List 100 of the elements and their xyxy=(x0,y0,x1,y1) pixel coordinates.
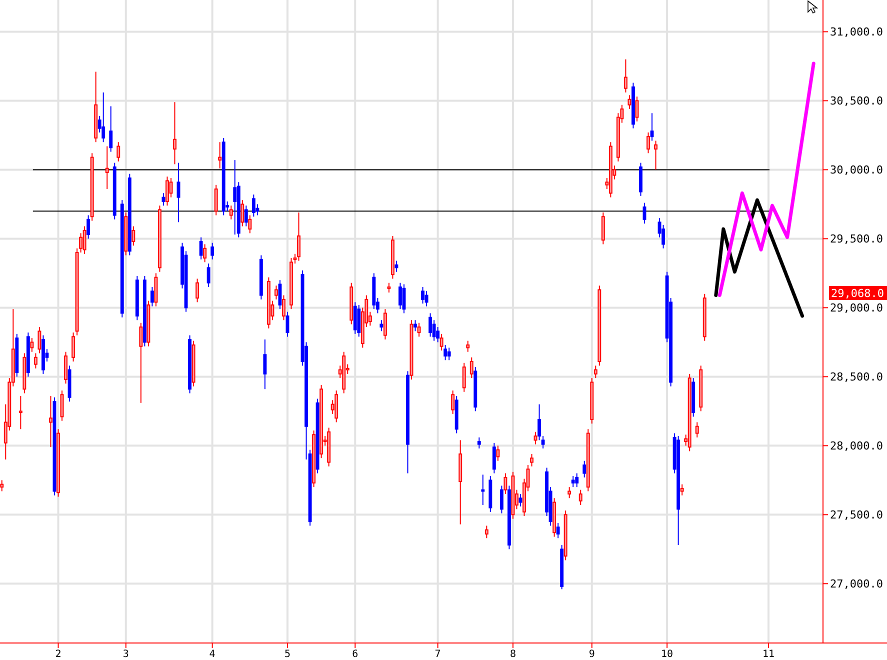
candlestick xyxy=(635,96,639,122)
candlestick xyxy=(650,112,654,142)
candlestick xyxy=(500,485,504,514)
candlestick xyxy=(492,442,496,474)
y-tick-label: 28,500.0 xyxy=(830,370,883,384)
candlestick xyxy=(233,160,237,236)
candlestick xyxy=(447,347,451,361)
candlestick xyxy=(398,282,402,310)
candlestick xyxy=(218,142,222,169)
y-tick-label: 30,000.0 xyxy=(830,164,883,177)
candlestick xyxy=(278,280,282,310)
y-tick-label: 28,000.0 xyxy=(830,440,883,453)
y-tick-label: 30,500.0 xyxy=(830,94,883,108)
candlestick xyxy=(196,278,200,303)
y-tick-label: 31,000.0 xyxy=(830,26,883,39)
x-tick-label: 2 xyxy=(55,649,62,660)
candlestick xyxy=(534,431,538,445)
candlestick xyxy=(176,162,180,223)
candlestick xyxy=(38,326,42,354)
candlestick xyxy=(86,214,90,240)
candlestick xyxy=(297,212,300,262)
x-tick-label: 6 xyxy=(352,649,358,660)
candlestick xyxy=(383,308,387,340)
candlestick xyxy=(440,333,444,351)
x-tick-label: 11 xyxy=(762,649,775,660)
candlestick xyxy=(229,205,233,220)
candlestick xyxy=(518,493,522,507)
candlestick xyxy=(132,226,136,246)
candlestick xyxy=(582,460,586,478)
candlestick xyxy=(248,214,252,234)
candlestick xyxy=(282,294,286,321)
candlestick xyxy=(484,525,488,539)
candlestick xyxy=(240,200,244,227)
candlestick xyxy=(203,244,207,263)
line-series xyxy=(718,62,816,298)
y-tick-label: 27,500.0 xyxy=(830,508,883,522)
candlestick xyxy=(357,304,361,338)
x-tick-label: 4 xyxy=(209,649,216,660)
candlestick xyxy=(421,286,424,304)
candlestick xyxy=(274,285,278,300)
candlestick xyxy=(470,356,474,379)
candlestick xyxy=(601,212,605,245)
candlestick xyxy=(116,142,120,162)
candlestick xyxy=(162,192,166,206)
candlestick xyxy=(556,522,560,539)
y-tick-label: 29,000.0 xyxy=(830,302,883,315)
candlestick xyxy=(642,202,646,224)
candlestick xyxy=(428,312,432,338)
x-tick-label: 5 xyxy=(284,649,290,660)
candlestick xyxy=(166,176,169,206)
candlestick xyxy=(199,236,203,260)
candlestick xyxy=(477,436,481,449)
candlestick xyxy=(0,480,4,492)
text: 29,068.0 xyxy=(831,286,884,300)
candlestick xyxy=(394,260,398,272)
candlestick xyxy=(424,290,428,307)
candlestick xyxy=(575,472,579,488)
candlestick xyxy=(150,286,154,307)
candlestick xyxy=(568,486,572,499)
candlestick xyxy=(214,184,218,216)
candlestick xyxy=(105,146,109,190)
candlestick xyxy=(210,242,214,260)
candlestick xyxy=(624,58,628,93)
candlestick xyxy=(646,132,650,154)
candlestick xyxy=(72,332,75,362)
candlestick xyxy=(414,320,417,332)
x-tick-label: 10 xyxy=(661,649,674,660)
candlestick xyxy=(173,102,176,165)
candlestick xyxy=(263,338,267,390)
candlestick xyxy=(628,94,632,110)
candlestick xyxy=(481,474,485,506)
candlestick xyxy=(680,484,684,496)
candlestick xyxy=(387,282,391,294)
candlestick xyxy=(206,263,210,288)
candlestick xyxy=(102,92,106,143)
x-tick-label: 7 xyxy=(434,649,441,660)
candlestick xyxy=(695,422,699,438)
candlestick xyxy=(353,302,357,334)
x-tick-label: 3 xyxy=(122,649,129,660)
candlestick xyxy=(654,140,658,170)
candlestick xyxy=(244,205,248,227)
candlestick xyxy=(30,338,34,352)
candlestick xyxy=(49,396,52,448)
candlestick xyxy=(451,390,455,414)
candlestick xyxy=(530,453,534,467)
candlestick xyxy=(444,344,448,361)
x-tick-label: 8 xyxy=(510,649,516,660)
candlestick xyxy=(82,226,86,254)
y-tick-label: 29,500.0 xyxy=(830,232,883,246)
candlestick xyxy=(417,322,421,338)
y-tick-label: 27,000.0 xyxy=(830,578,883,591)
candlestick xyxy=(594,365,598,379)
candlestick xyxy=(252,194,256,218)
candlestick xyxy=(139,322,143,404)
candlestick xyxy=(18,396,22,430)
candlestick xyxy=(64,351,68,384)
candlestick xyxy=(466,340,470,352)
x-tick-label: 9 xyxy=(588,649,595,660)
candlestick xyxy=(109,106,113,152)
candlestick xyxy=(504,472,508,494)
